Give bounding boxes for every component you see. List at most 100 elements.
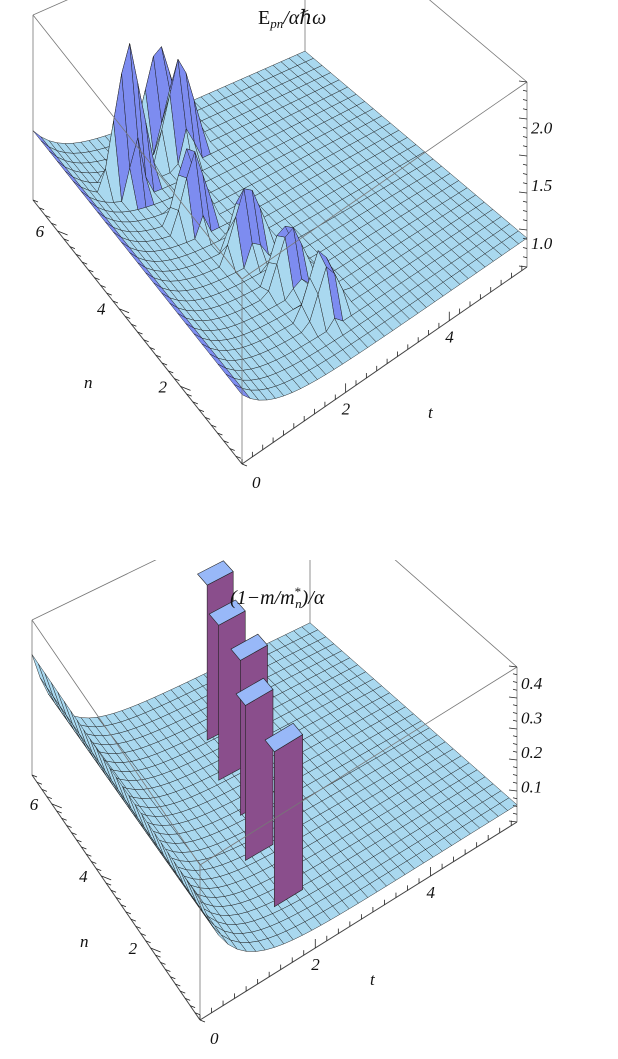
- z-tick: [522, 99, 528, 101]
- y-tick: [175, 983, 181, 987]
- surface-patch: [38, 663, 54, 697]
- z-tick: [522, 247, 528, 249]
- y-tick: [211, 424, 217, 428]
- z-tick: [508, 820, 518, 823]
- z-tick: [512, 774, 518, 776]
- y-tick: [31, 774, 38, 778]
- y-tick: [120, 904, 127, 908]
- wall-top: [230, 633, 268, 661]
- y-axis-label: n: [80, 932, 89, 951]
- z-tick: [522, 89, 528, 92]
- y-tick: [155, 954, 161, 958]
- x-axis-label: t: [370, 970, 376, 989]
- box-edge: [32, 14, 243, 280]
- y-tick: [149, 347, 155, 350]
- y-tick: [235, 455, 242, 459]
- z-tick: [522, 173, 528, 175]
- z-tick: [518, 228, 528, 231]
- z-tick-label: 0.2: [521, 743, 543, 762]
- title-main: (1−m/m: [230, 587, 295, 609]
- z-tick: [512, 681, 518, 683]
- wall-front: [274, 734, 303, 908]
- y-tick: [101, 875, 112, 881]
- box-edge: [429, 0, 528, 83]
- x-tick-label: 2: [342, 399, 351, 418]
- y-axis-label: n: [84, 373, 93, 392]
- y-tick: [170, 976, 176, 980]
- y-tick: [137, 331, 143, 335]
- title-rest: /αℏω: [282, 7, 326, 29]
- y-tick-label: 4: [79, 867, 88, 886]
- surface-patch: [31, 654, 47, 688]
- z-tick-label: 0.3: [521, 709, 542, 728]
- y-tick: [198, 409, 205, 413]
- z-axis-ticks: [508, 665, 518, 823]
- z-tick: [522, 136, 528, 138]
- y-tick: [223, 440, 229, 444]
- z-tick: [512, 743, 518, 745]
- y-tick: [100, 285, 106, 288]
- y-tick: [82, 261, 88, 265]
- z-tick: [522, 210, 528, 212]
- z-tick: [522, 108, 528, 111]
- y-tick: [86, 853, 92, 857]
- y-tick: [140, 933, 146, 936]
- y-tick-label: 6: [36, 222, 45, 241]
- z-tick: [522, 126, 528, 129]
- x-axis-line: [199, 821, 518, 1021]
- title-sup: *: [295, 584, 302, 599]
- z-tick: [518, 265, 528, 268]
- z-axis-ticks: [518, 80, 528, 268]
- z-tick: [512, 750, 518, 753]
- y-tick: [69, 246, 76, 249]
- z-tick: [512, 712, 518, 714]
- title-sub: n: [295, 596, 302, 611]
- y-tick: [229, 448, 235, 451]
- z-tick-label: 0.4: [521, 674, 543, 693]
- y-tick: [112, 300, 119, 304]
- y-tick: [46, 796, 52, 799]
- z-tick: [518, 191, 528, 194]
- y-tick: [110, 889, 117, 893]
- surface-patch: [499, 797, 518, 811]
- y-tick-label: 2: [129, 939, 138, 958]
- y-tick: [150, 947, 161, 953]
- z-tick: [512, 719, 518, 722]
- surface-patch: [509, 230, 528, 245]
- x-tick-label: 2: [311, 955, 320, 974]
- box-edge: [31, 560, 157, 621]
- y-tick: [155, 354, 162, 358]
- y-tick: [135, 925, 141, 929]
- z-tick: [512, 673, 518, 676]
- y-tick: [186, 393, 192, 397]
- y-tick: [94, 277, 100, 281]
- y-tick: [76, 839, 82, 843]
- title-sub: pn: [269, 16, 283, 31]
- mass-surface-plot: 2 4 2 4 6 0.1 0.2 0.3 0.4 t n 0 (1−m/m* n)/α: [0, 560, 618, 1059]
- z-tick: [512, 688, 518, 691]
- y-tick-label: 4: [97, 300, 106, 319]
- y-tick: [241, 463, 248, 467]
- z-tick: [512, 797, 518, 800]
- z-tick: [522, 219, 528, 222]
- box-edge: [241, 81, 528, 280]
- y-tick: [165, 969, 171, 972]
- x-axis-label: t: [428, 403, 434, 422]
- z-tick: [522, 200, 528, 203]
- z-tick: [522, 256, 528, 259]
- y-tick: [32, 199, 39, 203]
- x-tick-label: 4: [427, 883, 436, 902]
- y-tick: [204, 417, 211, 420]
- y-tick: [81, 846, 87, 850]
- y-tick: [143, 339, 149, 343]
- z-tick: [512, 704, 518, 707]
- y-tick: [115, 897, 122, 900]
- z-tick: [522, 145, 528, 148]
- x-axis-line: [241, 266, 528, 465]
- wall-top: [208, 599, 246, 626]
- y-tick: [217, 432, 223, 436]
- z-tick: [508, 696, 518, 699]
- wall-front: [245, 688, 274, 861]
- y-tick: [71, 832, 77, 836]
- y-tick: [145, 940, 151, 944]
